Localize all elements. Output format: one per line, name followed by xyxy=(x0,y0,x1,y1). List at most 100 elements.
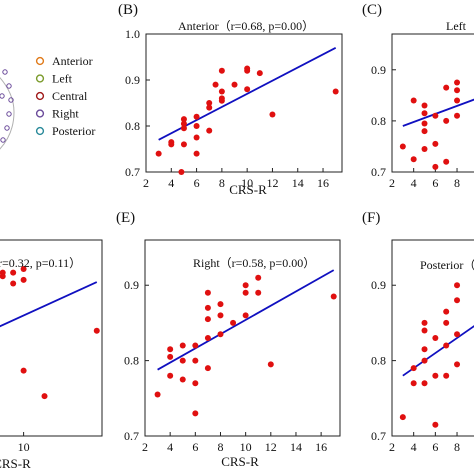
data-point xyxy=(443,158,450,165)
y-tick-label: 0.8 xyxy=(125,119,140,133)
legend-marker-posterior xyxy=(35,126,45,136)
data-point xyxy=(217,312,224,319)
data-point xyxy=(267,361,274,368)
data-point xyxy=(421,346,428,353)
data-point xyxy=(242,312,249,319)
x-tick-label: 10 xyxy=(241,176,253,190)
data-point xyxy=(421,146,428,152)
x-tick-label: 6 xyxy=(432,176,438,190)
data-point xyxy=(432,421,439,428)
data-point xyxy=(154,391,161,398)
data-point xyxy=(432,335,439,341)
x-tick-label: 8 xyxy=(219,176,225,190)
x-tick-label: 14 xyxy=(290,440,302,454)
chart-panel-1: 0.7 0.8 0.9 1.0 2 4 6 8 10 12 14 16 Anterior（r=0.68,… xyxy=(118,2,343,197)
legend-marker-central xyxy=(35,91,45,101)
data-point xyxy=(255,274,262,281)
data-point xyxy=(410,380,417,387)
electrode-marker xyxy=(6,111,12,117)
legend-marker-left xyxy=(35,74,45,83)
data-point xyxy=(454,97,461,104)
data-point xyxy=(454,297,461,304)
data-point xyxy=(193,123,200,129)
legend-label: Central xyxy=(52,89,88,103)
data-point xyxy=(204,316,211,323)
panel-title: Right（r=0.58, p=0.00） xyxy=(193,256,315,270)
x-tick-label: 2 xyxy=(389,176,395,190)
data-point xyxy=(421,102,428,109)
x-tick-label: 4 xyxy=(167,440,173,454)
data-point xyxy=(179,376,186,383)
data-point xyxy=(217,301,224,308)
data-point xyxy=(193,134,200,141)
x-tick-label: 4 xyxy=(168,176,174,190)
data-point xyxy=(41,393,48,400)
panel-label: (B) xyxy=(118,2,138,18)
x-tick-label: 2 xyxy=(142,440,148,454)
x-axis-label: CRS-R xyxy=(221,454,259,469)
panel-title: Posterior（ xyxy=(420,258,474,272)
data-point xyxy=(443,84,450,91)
data-point xyxy=(10,269,17,276)
y-tick-label: 0.8 xyxy=(371,114,386,128)
data-point xyxy=(218,88,225,95)
y-tick-label: 1.0 xyxy=(125,27,140,41)
x-tick-label: 6 xyxy=(192,440,198,454)
data-point xyxy=(178,169,185,175)
y-tick-label: 0.9 xyxy=(125,73,140,87)
data-point xyxy=(192,380,199,387)
x-tick-label: 16 xyxy=(317,176,329,190)
data-point xyxy=(421,110,428,117)
data-point xyxy=(399,414,406,421)
plot-frame xyxy=(144,239,341,437)
plot-frame xyxy=(391,33,474,173)
data-point xyxy=(410,156,417,163)
x-tick-label: 4 xyxy=(411,440,417,454)
y-tick-label: 0.7 xyxy=(371,165,386,179)
plot-frame xyxy=(391,239,474,437)
data-point xyxy=(180,141,187,148)
data-point xyxy=(206,104,213,111)
data-point xyxy=(180,116,187,123)
panel-label: (C) xyxy=(362,2,382,18)
data-point xyxy=(192,342,199,349)
data-point xyxy=(204,365,211,372)
data-point xyxy=(443,342,450,349)
data-point xyxy=(193,113,200,120)
data-point xyxy=(432,112,439,119)
data-point xyxy=(454,112,461,119)
y-tick-label: 0.8 xyxy=(371,354,386,368)
data-point xyxy=(218,97,225,104)
x-tick-label: 2 xyxy=(389,440,395,454)
data-point xyxy=(332,88,339,95)
data-point xyxy=(410,97,417,104)
legend-label: Right xyxy=(52,107,79,121)
x-tick-label: 12 xyxy=(265,440,277,454)
data-point xyxy=(443,319,450,326)
chart-panel-5: 0.7 0.8 0.9 2 4 6 8 Posterior（ (F) xyxy=(362,210,474,454)
x-tick-label: 6 xyxy=(432,440,438,454)
panel-label: (F) xyxy=(362,210,380,226)
data-point xyxy=(180,125,187,132)
data-point xyxy=(242,289,249,296)
y-tick-label: 0.7 xyxy=(124,429,139,443)
data-point xyxy=(410,365,417,372)
data-point xyxy=(269,111,276,118)
electrode-marker xyxy=(4,125,10,131)
data-point xyxy=(192,357,199,364)
x-tick-label: 8 xyxy=(454,176,460,190)
data-point xyxy=(421,128,428,135)
legend: Anterior Left Central Right Posterior xyxy=(0,54,95,150)
data-point xyxy=(206,100,213,106)
panel-title: Anterior（r=0.68, p=0.00） xyxy=(178,19,314,33)
data-point xyxy=(443,372,450,379)
data-point xyxy=(0,273,6,280)
data-point xyxy=(432,372,439,379)
data-point xyxy=(421,357,428,364)
data-point xyxy=(454,282,461,289)
electrode-marker xyxy=(2,69,8,75)
data-point xyxy=(231,81,238,88)
data-point xyxy=(421,327,428,334)
data-point xyxy=(443,117,450,124)
y-tick-label: 0.8 xyxy=(124,354,139,368)
